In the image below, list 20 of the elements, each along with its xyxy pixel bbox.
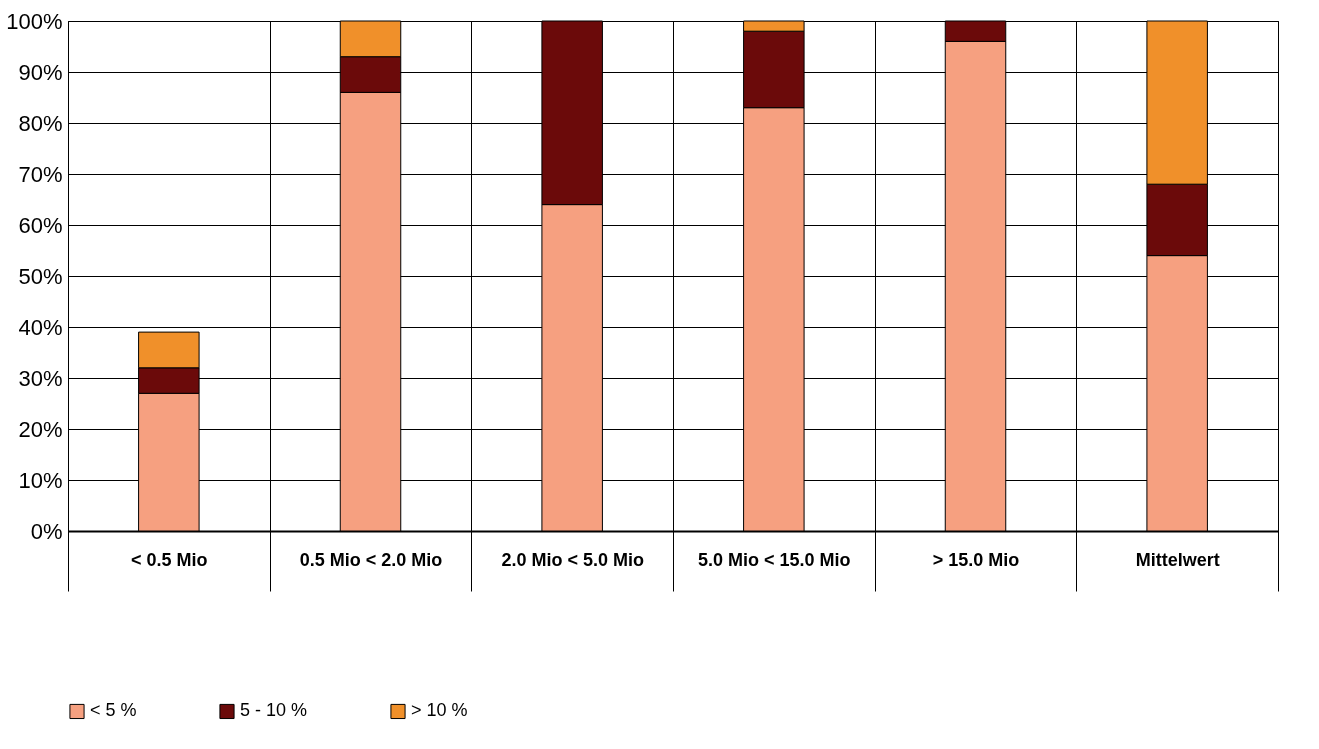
y-tick-label: 10% [18, 467, 63, 493]
y-tick-label: 20% [18, 416, 63, 442]
y-tick-label: 60% [18, 212, 63, 238]
legend-label: < 5 % [90, 700, 137, 721]
y-tick-label: 70% [18, 161, 63, 187]
x-tick-label: < 0.5 Mio [131, 549, 208, 570]
y-tick-label: 80% [18, 110, 63, 136]
y-tick-label: 30% [18, 365, 63, 391]
x-tick-label: 0.5 Mio < 2.0 Mio [299, 549, 443, 570]
x-tick-label: Mittelwert [1135, 549, 1220, 570]
y-tick-label: 90% [18, 59, 63, 85]
x-tick-label: > 15.0 Mio [932, 549, 1020, 570]
x-tick-label: 2.0 Mio < 5.0 Mio [501, 549, 644, 570]
legend-label: > 10 % [411, 700, 468, 721]
y-tick-label: 0% [30, 518, 63, 544]
x-tick-label: 5.0 Mio < 15.0 Mio [698, 549, 851, 570]
y-tick-label: 40% [18, 314, 63, 340]
y-tick-label: 100% [6, 8, 63, 34]
y-tick-label: 50% [18, 263, 63, 289]
legend-label: 5 - 10 % [240, 700, 308, 721]
